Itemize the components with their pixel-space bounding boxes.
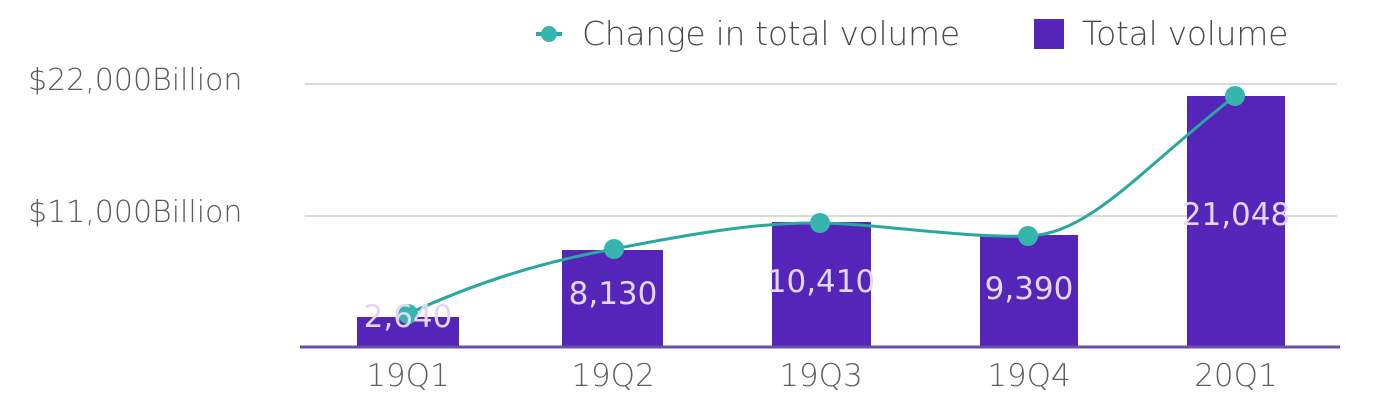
bar-label-20q1: 21,048	[1181, 197, 1291, 233]
x-tick-19q3: 19Q3	[779, 358, 863, 394]
legend-label-total: Total volume	[1081, 14, 1289, 53]
y-tick-11000: $11,000Billion	[28, 195, 243, 230]
x-tick-20q1: 20Q1	[1194, 358, 1278, 394]
bar-label-19q1: 2,640	[363, 299, 453, 335]
legend: Change in total volume Total volume	[536, 14, 1288, 53]
y-tick-22000: $22,000Billion	[28, 63, 243, 98]
marker-19q3[interactable]	[810, 213, 830, 233]
bar-swatch-icon	[1033, 18, 1064, 49]
legend-label-change: Change in total volume	[582, 14, 960, 53]
line-marker-icon	[536, 25, 562, 42]
legend-item-change[interactable]: Change in total volume	[536, 14, 960, 53]
marker-19q1[interactable]	[398, 304, 418, 324]
bar-19q3[interactable]	[772, 222, 871, 347]
legend-item-total[interactable]: Total volume	[960, 14, 1288, 53]
bar-label-19q4: 9,390	[984, 271, 1074, 307]
bar-label-19q2: 8,130	[568, 276, 658, 312]
bar-19q2[interactable]	[562, 250, 663, 347]
marker-19q2[interactable]	[604, 239, 624, 259]
marker-20q1[interactable]	[1225, 86, 1245, 106]
x-tick-19q4: 19Q4	[987, 358, 1071, 394]
marker-19q4[interactable]	[1018, 226, 1038, 246]
bar-19q4[interactable]	[980, 235, 1078, 347]
x-tick-19q1: 19Q1	[366, 358, 450, 394]
bar-label-19q3: 10,410	[766, 264, 876, 300]
x-tick-19q2: 19Q2	[571, 358, 655, 394]
bar-20q1[interactable]	[1187, 96, 1285, 347]
